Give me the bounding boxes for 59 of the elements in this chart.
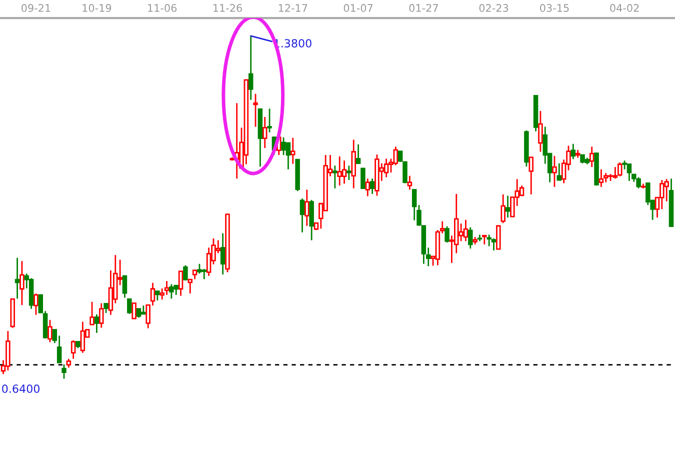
candlestick <box>290 137 296 164</box>
candlestick <box>62 364 66 380</box>
candlestick <box>360 168 366 190</box>
candlestick <box>538 110 543 152</box>
candlestick <box>300 198 305 234</box>
candlestick <box>332 164 338 190</box>
candlestick <box>570 143 576 160</box>
candlestick <box>98 302 104 328</box>
candlestick <box>496 225 501 250</box>
candlestick <box>505 195 510 218</box>
candlestick <box>598 168 604 188</box>
candlestick <box>183 264 188 282</box>
candlestick <box>20 260 24 306</box>
candlestick <box>365 178 370 197</box>
candlestick <box>192 269 198 280</box>
x-tick-label: 01-27 <box>409 4 438 12</box>
candlestick <box>262 116 268 149</box>
candlestick <box>556 162 562 182</box>
x-tick-label: 09-21 <box>22 4 50 12</box>
x-tick-label: 01-07 <box>344 4 373 12</box>
x-tick-label: 12-17 <box>278 4 308 12</box>
candlestick <box>552 155 557 188</box>
x-tick-label: 04-02 <box>610 4 639 12</box>
candlestick <box>356 144 361 164</box>
candlestick <box>155 290 160 302</box>
x-tick-label: 10-19 <box>82 4 112 12</box>
x-tick-label: 11-06 <box>148 4 177 12</box>
candlestick <box>267 108 272 133</box>
x-tick-label: 02-23 <box>479 4 508 12</box>
x-tick-label: 03-15 <box>540 4 569 12</box>
candlestick <box>589 146 594 168</box>
candlestick <box>188 278 192 294</box>
candlestick <box>80 321 86 354</box>
candlestick <box>248 35 254 101</box>
candlestick <box>482 234 487 246</box>
candlestick <box>34 292 38 316</box>
candlestick <box>90 301 94 326</box>
candlestick <box>14 257 20 300</box>
candlestick <box>444 226 450 244</box>
candlestick <box>122 275 128 298</box>
candlestick <box>127 298 132 315</box>
candlestick <box>346 164 352 181</box>
x-tick-label: 11-26 <box>214 4 242 12</box>
candlestick <box>178 270 184 297</box>
candlestick <box>500 194 506 224</box>
candlestick <box>94 314 100 334</box>
candlestick <box>220 232 226 276</box>
candlestick <box>253 93 258 128</box>
candlestick <box>104 302 108 314</box>
candlestick <box>304 189 310 227</box>
candlestick <box>132 302 136 320</box>
candlestick <box>52 328 58 344</box>
candlestick <box>70 340 76 360</box>
candlestick <box>528 156 534 196</box>
candlestick <box>48 319 52 343</box>
candlestick <box>370 178 375 195</box>
candlestick <box>468 226 473 250</box>
candlestick <box>407 175 412 190</box>
text: 0.6400 <box>2 384 40 393</box>
